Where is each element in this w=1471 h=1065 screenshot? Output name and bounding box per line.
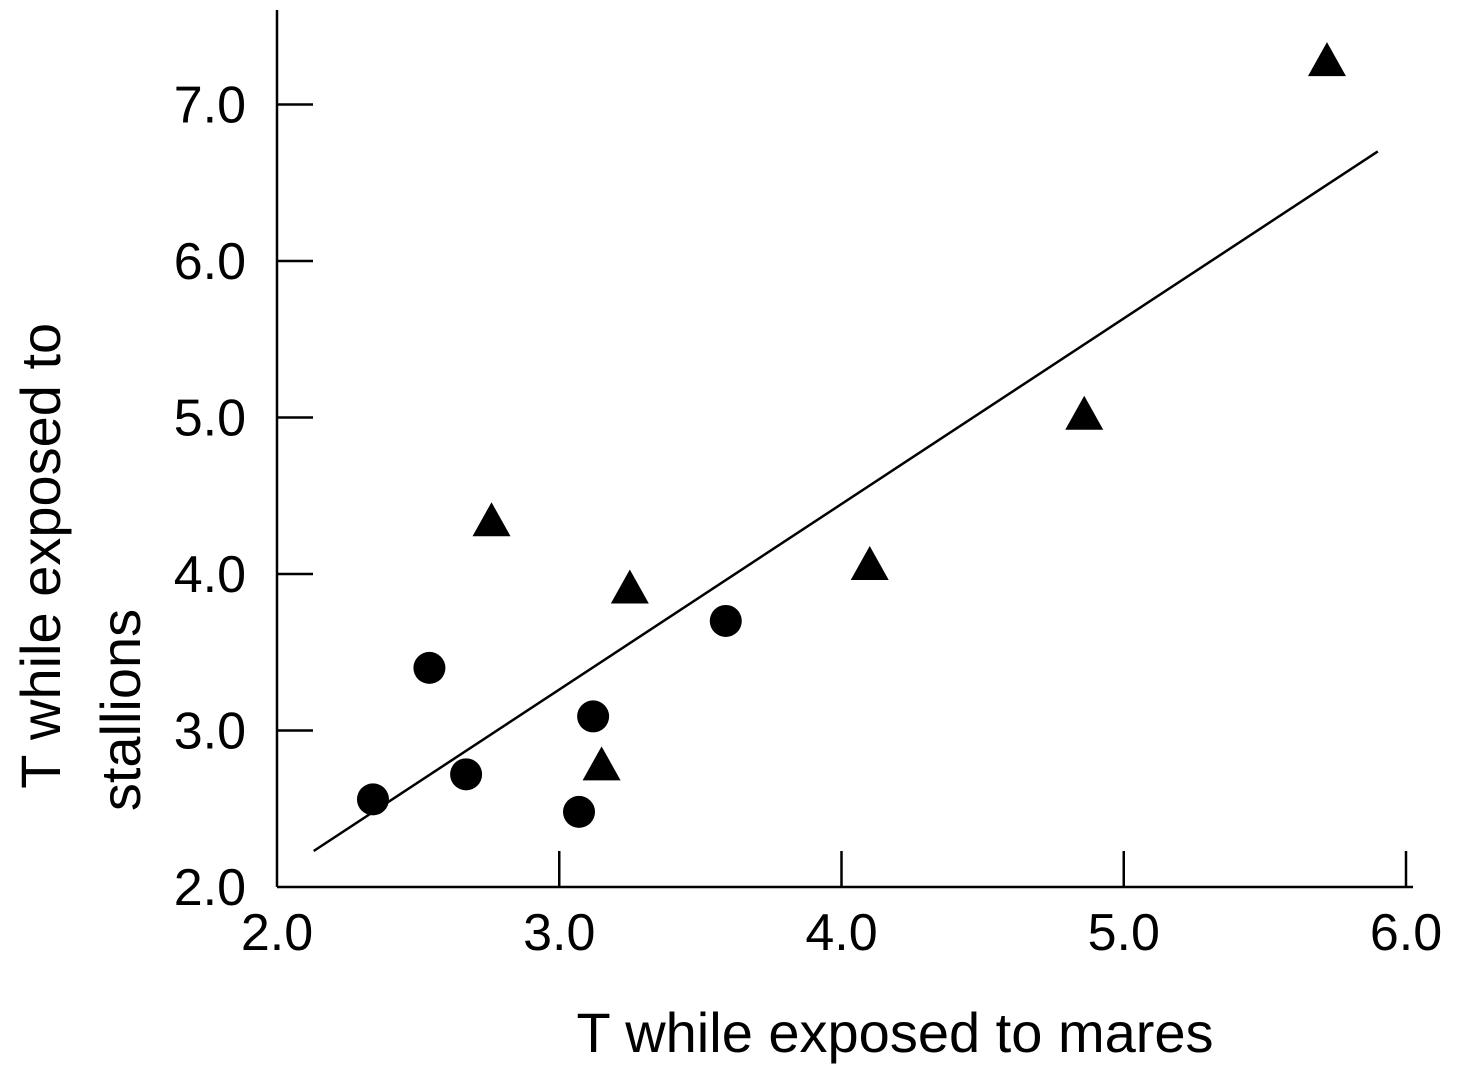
y-tick-label: 2.0	[174, 859, 246, 917]
x-tick-label: 4.0	[805, 904, 877, 962]
y-tick-label: 5.0	[174, 390, 246, 448]
x-tick-label: 5.0	[1088, 904, 1160, 962]
y-tick-label: 4.0	[174, 546, 246, 604]
circle-point	[563, 795, 596, 828]
y-tick-label: 3.0	[174, 703, 246, 761]
x-ticks: 2.0 3.0 4.0 5.0 6.0	[241, 851, 1442, 962]
x-tick-label: 3.0	[523, 904, 595, 962]
circle-point	[450, 758, 483, 791]
y-axis-title-line-1: T while exposed to	[9, 323, 72, 789]
data-points	[356, 42, 1346, 828]
y-axis-title-line-2: stallions	[89, 609, 152, 811]
circle-point	[413, 651, 446, 684]
y-axis-title: T while exposed to stallions	[9, 307, 152, 811]
axes	[275, 10, 1413, 889]
triangle-point	[1307, 42, 1346, 77]
circle-point	[709, 604, 742, 637]
triangle-point	[472, 502, 511, 537]
circle-point	[577, 700, 610, 733]
circle-point	[356, 783, 389, 816]
y-ticks: 2.0 3.0 4.0 5.0 6.0 7.0	[174, 77, 313, 917]
x-axis-title: T while exposed to mares	[576, 1001, 1213, 1064]
triangle-point	[582, 746, 621, 781]
triangle-point	[610, 569, 649, 604]
triangle-point	[1065, 395, 1104, 430]
triangle-point	[850, 546, 889, 581]
trend-line	[313, 150, 1379, 853]
x-tick-label: 6.0	[1370, 904, 1442, 962]
y-tick-label: 6.0	[174, 233, 246, 291]
y-tick-label: 7.0	[174, 77, 246, 135]
x-tick-label: 2.0	[241, 904, 313, 962]
